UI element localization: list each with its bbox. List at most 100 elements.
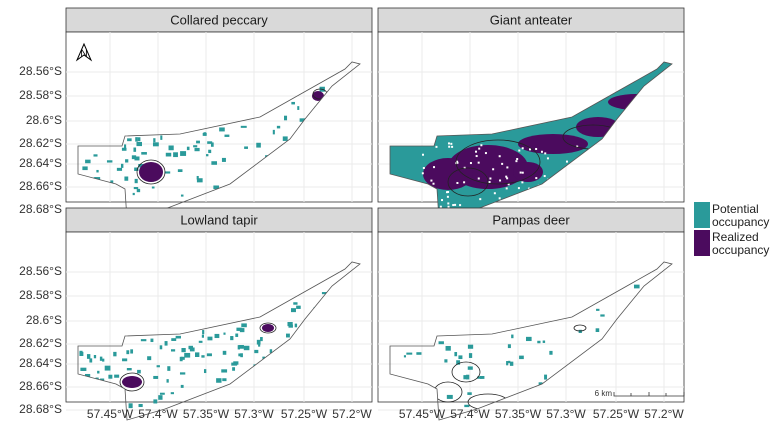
potential-occupancy (416, 352, 421, 355)
habitat-gap (521, 181, 523, 183)
map-panel (378, 232, 684, 420)
potential-occupancy (222, 378, 226, 381)
y-axis-label: 28.68°S (19, 402, 62, 416)
potential-occupancy (158, 395, 162, 400)
potential-occupancy (137, 189, 140, 192)
potential-occupancy (199, 341, 203, 343)
potential-occupancy (238, 353, 240, 356)
potential-occupancy (596, 309, 599, 311)
potential-occupancy (193, 145, 197, 147)
realized-occupancy (139, 162, 163, 182)
habitat-gap (478, 148, 480, 150)
potential-occupancy (232, 367, 235, 371)
potential-occupancy (171, 392, 174, 394)
scale-bar-label: 6 km (595, 389, 613, 398)
panel-background (66, 32, 372, 202)
potential-occupancy (152, 186, 155, 188)
potential-occupancy (93, 154, 97, 156)
habitat-gap (456, 182, 458, 184)
habitat-gap (520, 172, 522, 174)
potential-occupancy (113, 352, 116, 356)
potential-occupancy (444, 359, 447, 362)
potential-occupancy (169, 145, 174, 150)
potential-occupancy (165, 171, 171, 173)
potential-occupancy (463, 375, 467, 379)
potential-occupancy (277, 126, 280, 129)
potential-occupancy (165, 341, 168, 346)
y-axis-label: 28.62°S (19, 136, 62, 150)
potential-occupancy (160, 345, 163, 349)
habitat-gap (433, 183, 435, 185)
potential-occupancy (187, 147, 190, 150)
facet-title: Collared peccary (170, 12, 268, 27)
potential-occupancy (167, 366, 170, 371)
x-axis-label: 57.35°W (183, 407, 230, 421)
habitat-gap (446, 191, 448, 193)
map-panel (66, 32, 372, 220)
potential-occupancy (197, 176, 199, 179)
habitat-gap (448, 206, 450, 208)
potential-occupancy (96, 170, 98, 172)
potential-occupancy (114, 375, 119, 378)
potential-occupancy (543, 341, 545, 343)
habitat-gap (485, 152, 487, 154)
habitat-gap (566, 161, 568, 163)
potential-occupancy (166, 153, 171, 157)
facet-panel: Pampas deer (378, 208, 684, 420)
x-axis-label: 57.4°W (450, 407, 490, 421)
potential-occupancy (94, 355, 96, 358)
habitat-gap (480, 144, 482, 146)
x-axis-label: 57.45°W (87, 407, 134, 421)
potential-occupancy (634, 285, 640, 289)
y-axis-label: 28.6°S (26, 113, 62, 127)
potential-occupancy (208, 150, 211, 153)
habitat-gap (433, 166, 435, 168)
map-figure: Collared peccary28.56°S28.58°S28.6°S28.6… (0, 0, 784, 425)
x-axis-label: 57.2°W (332, 407, 372, 421)
habitat-gap (499, 179, 501, 181)
potential-occupancy (195, 352, 199, 357)
habitat-gap (451, 146, 453, 148)
potential-occupancy (151, 339, 154, 342)
legend-key (694, 230, 710, 256)
potential-occupancy (240, 328, 245, 332)
habitat-gap (430, 180, 432, 182)
potential-occupancy (223, 333, 225, 335)
potential-occupancy (196, 141, 200, 144)
habitat-gap (452, 204, 454, 206)
potential-occupancy (537, 341, 540, 343)
facet-title: Pampas deer (492, 212, 570, 227)
potential-occupancy (100, 357, 102, 361)
potential-occupancy (286, 334, 290, 338)
potential-occupancy (293, 302, 297, 304)
map-panel (378, 32, 684, 220)
habitat-gap (499, 155, 501, 157)
potential-occupancy (467, 392, 471, 395)
potential-occupancy (160, 135, 162, 139)
potential-occupancy (207, 337, 212, 341)
y-axis-label: 28.68°S (19, 202, 62, 216)
facet-panel: Collared peccary (66, 8, 372, 220)
habitat-gap (535, 177, 537, 179)
x-axis-label: 57.35°W (495, 407, 542, 421)
potential-occupancy (404, 355, 406, 357)
habitat-gap (479, 198, 481, 200)
potential-occupancy (153, 399, 157, 403)
potential-occupancy (254, 350, 258, 353)
habitat-gap (476, 155, 478, 157)
potential-occupancy (241, 126, 247, 128)
potential-occupancy (153, 142, 159, 146)
potential-occupancy (244, 346, 250, 350)
habitat-gap (501, 163, 503, 165)
habitat-gap (448, 146, 450, 148)
potential-occupancy (133, 193, 135, 195)
facet-panel: Lowland tapir (66, 208, 372, 420)
potential-occupancy (256, 143, 261, 148)
habitat-gap (422, 172, 424, 174)
x-axis-label: 57.25°W (281, 407, 328, 421)
potential-occupancy (297, 106, 299, 110)
habitat-gap (529, 148, 531, 150)
habitat-gap (522, 147, 524, 149)
realized-occupancy (262, 324, 274, 332)
y-axis-label: 28.56°S (19, 64, 62, 78)
